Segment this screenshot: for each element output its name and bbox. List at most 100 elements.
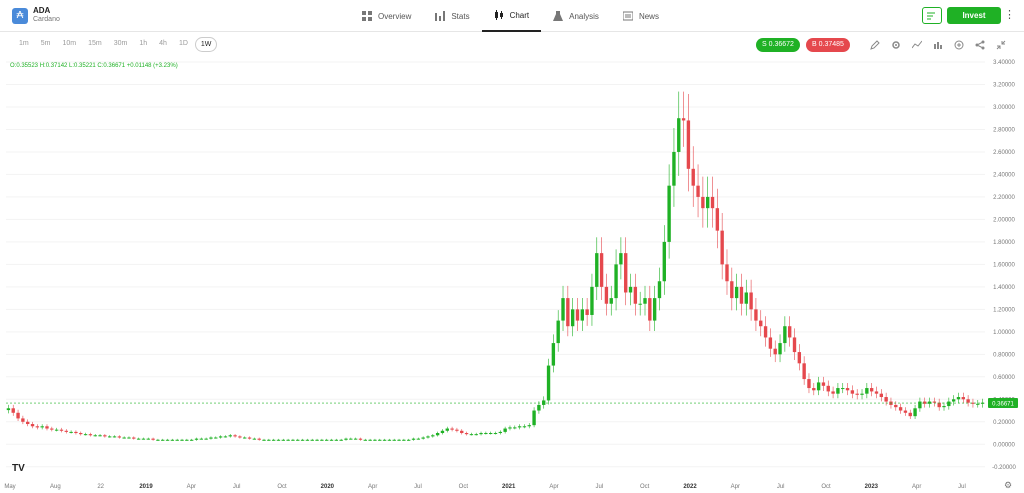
candle-body — [527, 425, 531, 427]
timeframe-1d[interactable]: 1D — [178, 40, 188, 47]
x-axis: May Aug 22 2019 Apr Jul Oct 2020 Apr Jul Oct 2021 Ap… — [4, 484, 966, 490]
candle-body — [570, 309, 575, 327]
collapse-icon[interactable] — [994, 38, 1007, 51]
candle-body — [826, 385, 830, 392]
watchlist-button[interactable] — [922, 7, 942, 24]
share-icon[interactable] — [973, 38, 986, 51]
candle-body — [831, 391, 835, 394]
candle-body — [156, 439, 160, 441]
candle-body — [194, 438, 199, 440]
candle-body — [807, 379, 811, 389]
timeframe-30m[interactable]: 30m — [113, 40, 128, 47]
candle-body — [575, 309, 580, 321]
timeframe-1h[interactable]: 1h — [139, 40, 148, 47]
candle-body — [951, 399, 956, 402]
sell-price-button[interactable]: S 0.36672 — [756, 38, 800, 52]
candle-body — [387, 439, 392, 441]
candle-body — [903, 410, 908, 413]
x-tick-label: Oct — [821, 484, 831, 490]
indicators-icon[interactable] — [910, 38, 923, 51]
tab-news[interactable]: News — [611, 0, 671, 32]
candle-body — [50, 428, 54, 430]
x-tick-label: Apr — [912, 484, 921, 490]
grid-icon — [362, 11, 372, 21]
tab-overview[interactable]: Overview — [350, 0, 423, 32]
candle-body — [378, 439, 382, 441]
candle-body — [561, 298, 565, 321]
candle-body — [329, 439, 334, 441]
x-tick-label: Oct — [640, 484, 650, 490]
x-tick-label: Apr — [731, 484, 740, 490]
candle-body — [734, 286, 739, 299]
candle-body — [122, 437, 126, 439]
candle-body — [426, 436, 430, 438]
candle-body — [291, 439, 295, 441]
candle-body — [599, 253, 604, 287]
candle-body — [763, 326, 768, 338]
buy-price-button[interactable]: B 0.37485 — [806, 38, 850, 52]
candle-body — [508, 427, 512, 429]
plus-circle-icon[interactable] — [952, 38, 965, 51]
candle-body — [320, 439, 324, 441]
tab-analysis[interactable]: Analysis — [541, 0, 611, 32]
candle-body — [98, 435, 102, 437]
tab-stats[interactable]: Stats — [423, 0, 481, 32]
timeframe-4h[interactable]: 4h — [159, 40, 167, 47]
candle-body — [778, 343, 782, 355]
y-tick-label: 1.20000 — [993, 307, 1015, 313]
candle-body — [334, 439, 339, 441]
chart-type-icon[interactable] — [931, 38, 944, 51]
candle-body — [604, 286, 609, 304]
candle-body — [792, 337, 797, 353]
candle-body — [898, 407, 903, 411]
candle-body — [305, 439, 310, 441]
candle-body — [860, 393, 864, 395]
timeframe-5m[interactable]: 5m — [40, 40, 51, 47]
y-axis: 3.40000 3.20000 3.00000 2.80000 2.60000 2.400… — [988, 60, 1018, 471]
candle-body — [715, 208, 720, 231]
x-tick-label: Jul — [958, 484, 966, 490]
candle-body — [382, 439, 387, 441]
candle-body — [956, 397, 961, 400]
x-tick-label: 2021 — [502, 484, 516, 490]
y-tick-label: -0.20000 — [992, 465, 1016, 471]
candle-body — [228, 435, 232, 437]
candle-body — [74, 431, 78, 434]
chart-settings-icon[interactable]: ⚙ — [1004, 480, 1013, 490]
price-chart[interactable]: 3.40000 3.20000 3.00000 2.80000 2.60000 2.400… — [0, 58, 1024, 493]
candle-body — [358, 438, 363, 440]
y-tick-label: 2.40000 — [993, 172, 1015, 178]
candle-body — [648, 298, 652, 321]
candle-body — [869, 388, 874, 392]
candle-body — [416, 438, 421, 440]
candle-body — [363, 439, 367, 441]
tab-chart[interactable]: Chart — [481, 0, 542, 32]
candle-body — [455, 429, 459, 431]
y-tick-label: 3.20000 — [993, 82, 1015, 88]
candle-body — [103, 435, 107, 437]
candle-body — [368, 439, 372, 441]
candle-body — [397, 439, 401, 441]
candle-body — [865, 388, 869, 394]
gear-icon[interactable] — [889, 38, 902, 51]
candle-body — [161, 439, 165, 441]
candle-body — [667, 185, 671, 242]
candle-body — [662, 241, 666, 282]
candle-body — [546, 365, 551, 401]
candle-body — [503, 428, 507, 432]
candle-body — [271, 439, 276, 441]
pencil-icon[interactable] — [868, 38, 881, 51]
chart-grid — [6, 61, 985, 468]
invest-button[interactable]: Invest — [947, 7, 1001, 24]
candle-body — [585, 309, 589, 315]
y-tick-label: 0.80000 — [993, 352, 1015, 358]
more-options-icon[interactable]: ⋮ — [1004, 9, 1015, 21]
timeframe-15m[interactable]: 15m — [88, 40, 102, 47]
timeframe-10m[interactable]: 10m — [62, 40, 77, 47]
candle-body — [551, 343, 556, 366]
last-price-label: 0.36671 — [992, 402, 1014, 408]
candle-body — [315, 439, 319, 441]
timeframe-1w[interactable]: 1W — [194, 37, 218, 52]
timeframe-1m[interactable]: 1m — [19, 40, 29, 47]
candle-body — [185, 439, 189, 441]
